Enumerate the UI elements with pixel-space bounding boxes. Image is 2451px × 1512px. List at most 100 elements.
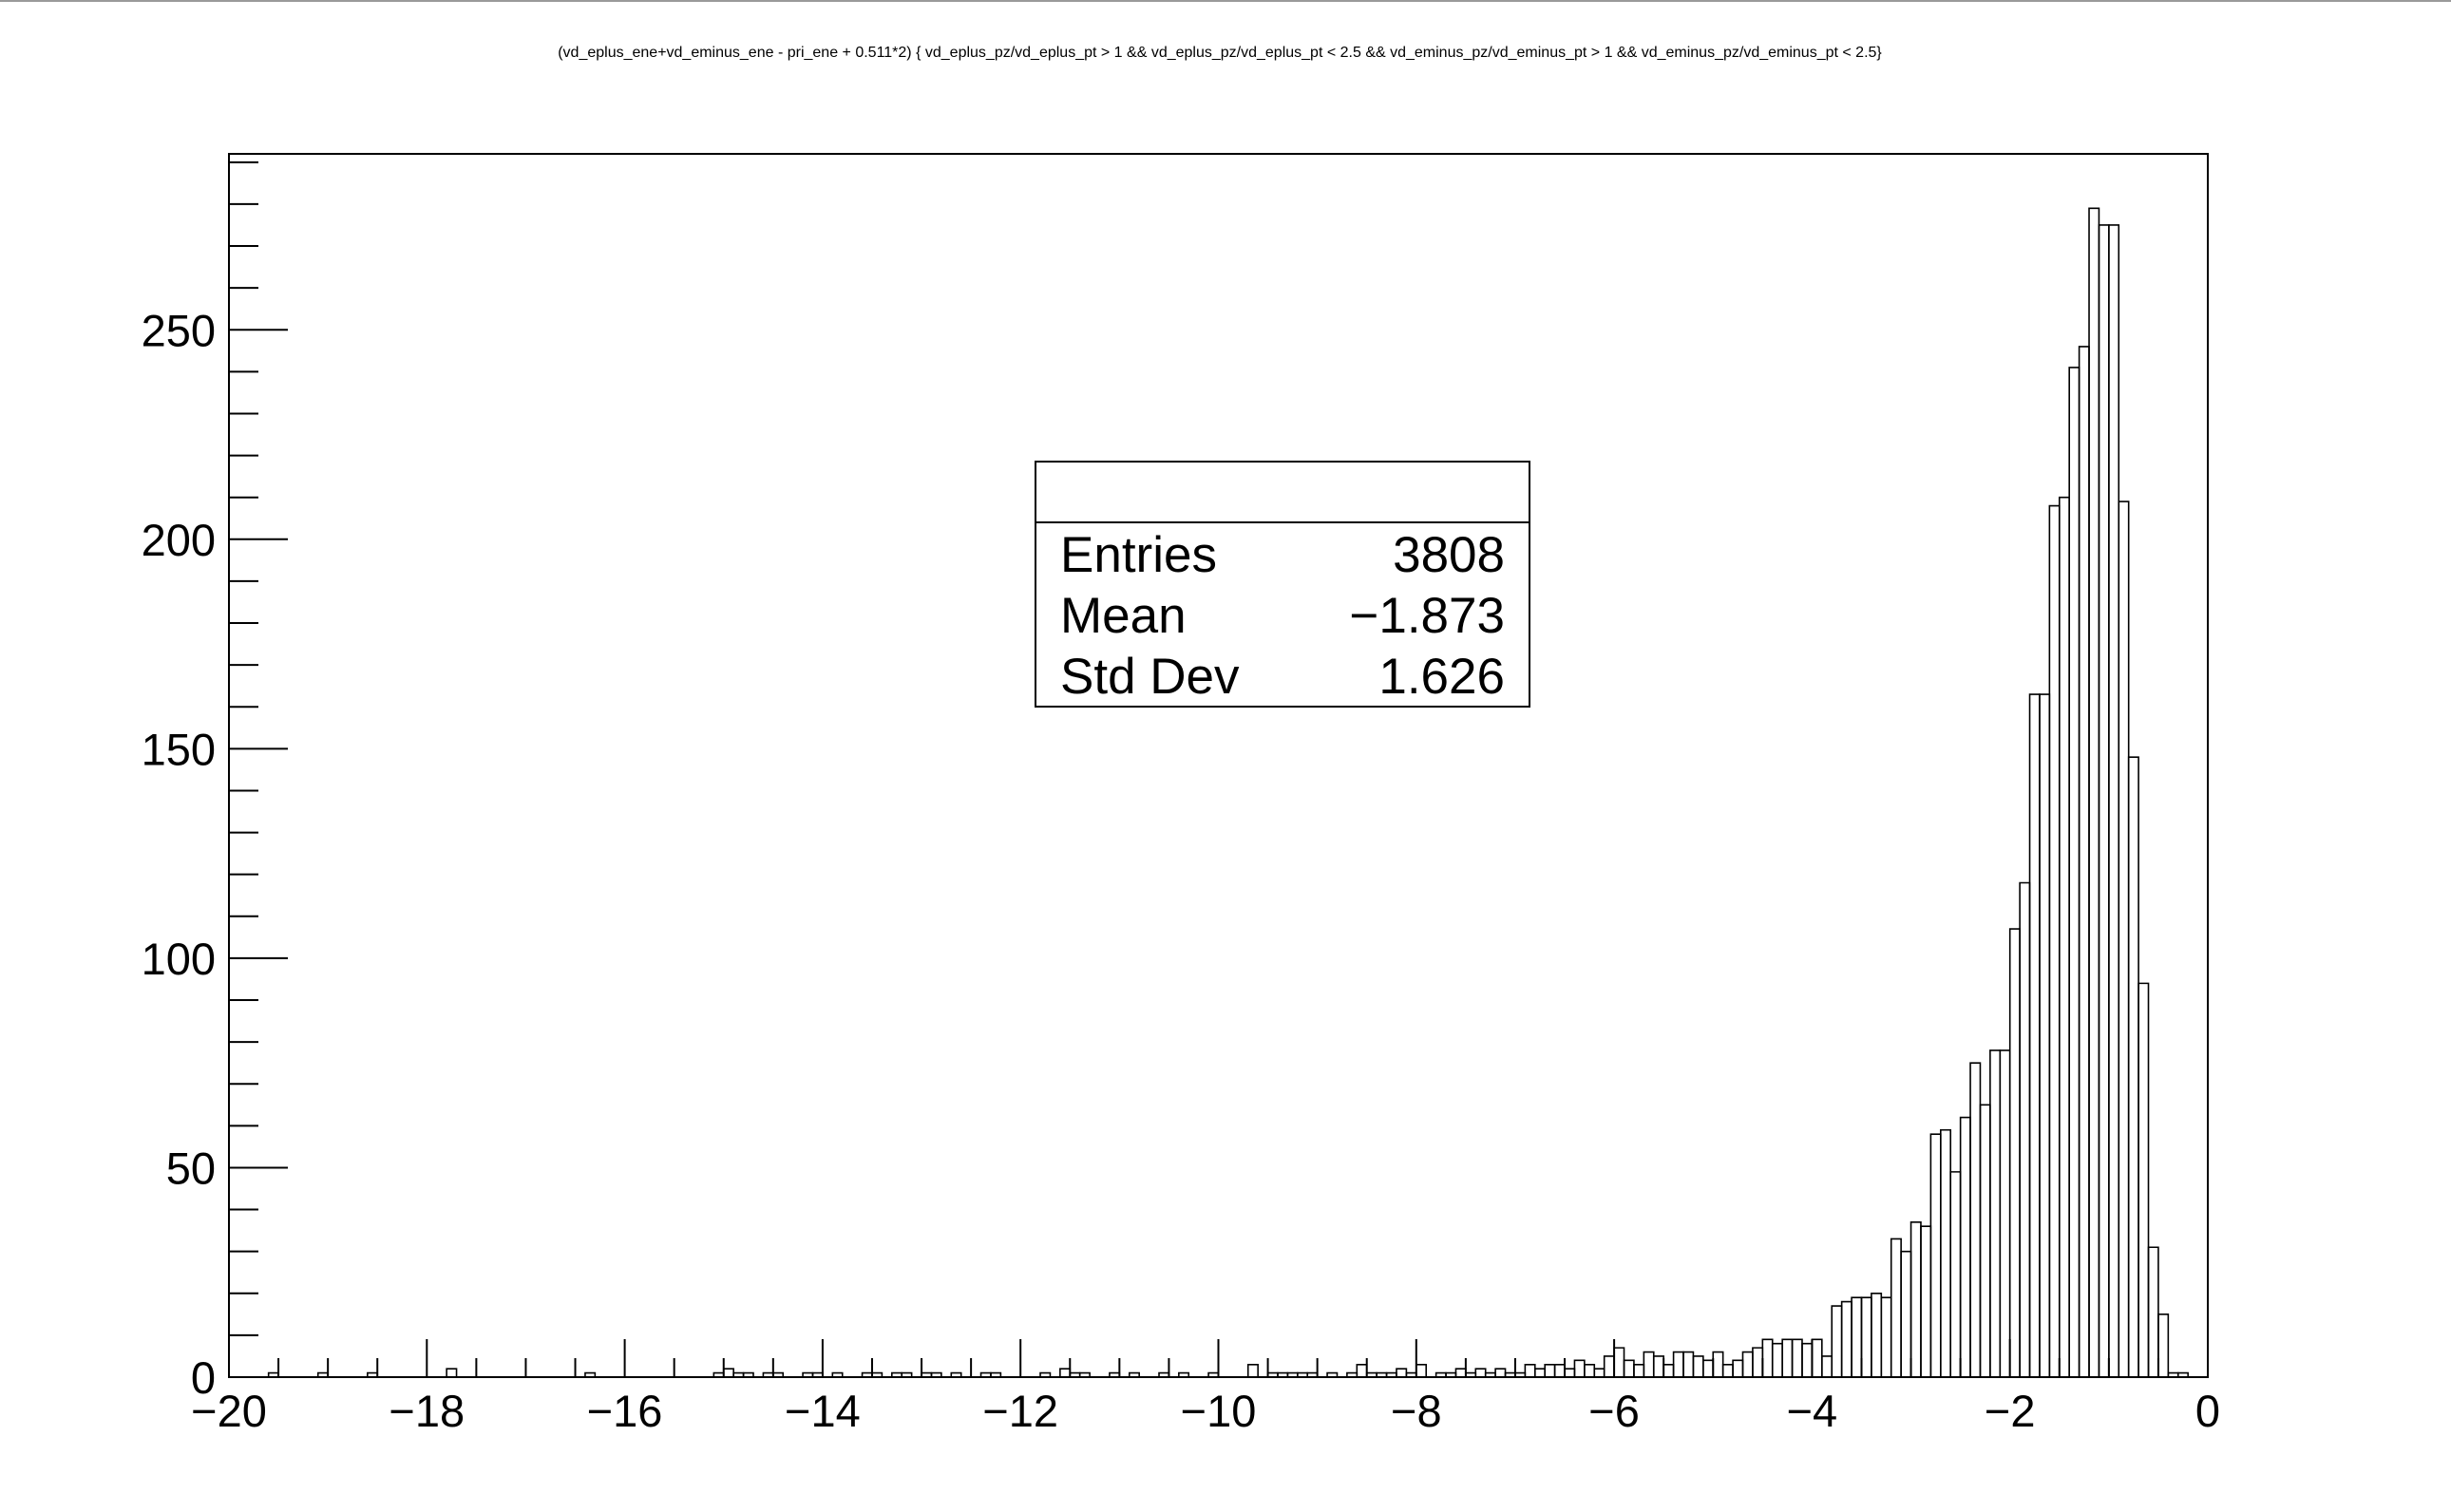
histogram-bin xyxy=(2108,224,2120,1377)
histogram-bin xyxy=(1929,1133,1942,1377)
chart-title: (vd_eplus_ene+vd_eminus_ene - pri_ene + … xyxy=(558,45,1882,61)
histogram-bin xyxy=(1416,1363,1428,1377)
histogram-bin xyxy=(1771,1342,1783,1377)
histogram-bin xyxy=(831,1371,844,1377)
y-tick-label: 150 xyxy=(142,724,216,774)
histogram-bin xyxy=(2039,693,2051,1377)
x-tick-label: −2 xyxy=(1985,1386,2036,1436)
histogram-bin xyxy=(1039,1371,1052,1377)
x-tick-label: 0 xyxy=(2195,1386,2220,1436)
histogram-bin xyxy=(1890,1238,1902,1377)
histogram-bin xyxy=(2118,501,2130,1377)
histogram-bin xyxy=(2008,928,2021,1377)
histogram-bin xyxy=(1603,1355,1615,1377)
histogram-bin xyxy=(2138,982,2150,1377)
histogram-bin xyxy=(1940,1128,1952,1377)
histogram-bin xyxy=(1721,1363,1734,1377)
histogram-bin xyxy=(1623,1359,1635,1377)
histogram-bin xyxy=(1871,1292,1883,1377)
histogram-bin xyxy=(2157,1314,2170,1377)
histogram-bin xyxy=(1564,1368,1576,1377)
histogram-bin xyxy=(1949,1171,1962,1377)
histogram-bin xyxy=(1454,1368,1467,1377)
histogram-bin xyxy=(1682,1351,1695,1377)
histogram-bin xyxy=(2127,756,2139,1377)
histogram-bin xyxy=(584,1371,597,1377)
histogram-bin xyxy=(1999,1049,2011,1377)
histogram-bin xyxy=(901,1371,913,1377)
histogram-bin xyxy=(1791,1338,1803,1377)
histogram-bin xyxy=(1246,1363,1259,1377)
histogram-bin xyxy=(1593,1368,1606,1377)
x-tick-label: −18 xyxy=(389,1386,465,1436)
plot-frame xyxy=(228,153,2209,1378)
y-tick-label: 0 xyxy=(191,1352,216,1403)
histogram-bin xyxy=(1821,1355,1834,1377)
histogram-bin xyxy=(1059,1368,1072,1377)
histogram-bin xyxy=(2176,1371,2189,1377)
stats-stddev-value: 1.626 xyxy=(1378,649,1505,705)
histogram-bin xyxy=(1396,1368,1408,1377)
histogram-bins xyxy=(267,207,2189,1377)
histogram-bin xyxy=(1584,1363,1596,1377)
x-tick-label: −8 xyxy=(1391,1386,1442,1436)
histogram-bin xyxy=(1553,1363,1566,1377)
histogram-bin xyxy=(1761,1338,1774,1377)
histogram-bin xyxy=(1524,1363,1536,1377)
histogram-bin xyxy=(1672,1351,1684,1377)
histogram-bin xyxy=(1989,1049,2002,1377)
histogram-bin xyxy=(1732,1359,1744,1377)
histogram-bin xyxy=(1533,1368,1546,1377)
histogram-bin xyxy=(2048,504,2061,1377)
histogram-bin xyxy=(2068,367,2080,1377)
x-tick-label: −10 xyxy=(1181,1386,1257,1436)
histogram-bin xyxy=(742,1371,754,1377)
x-tick-label: −6 xyxy=(1588,1386,1640,1436)
y-tick-label: 200 xyxy=(142,515,216,565)
y-tick-label: 50 xyxy=(166,1143,216,1193)
histogram-bin xyxy=(1920,1225,1932,1377)
histogram-bin xyxy=(2147,1246,2159,1377)
histogram-bin xyxy=(950,1371,962,1377)
stats-entries-value: 3808 xyxy=(1393,527,1505,583)
histogram-bin xyxy=(1860,1296,1872,1377)
histogram-bin xyxy=(1652,1355,1664,1377)
x-tick-label: −4 xyxy=(1787,1386,1838,1436)
histogram-bin xyxy=(1702,1359,1715,1377)
histogram-bin xyxy=(1741,1351,1754,1377)
histogram-bin xyxy=(1969,1062,1982,1377)
histogram-bin xyxy=(1356,1363,1368,1377)
histogram-bin xyxy=(2098,224,2110,1377)
histogram-bin xyxy=(2028,693,2041,1377)
histogram-bin xyxy=(2019,881,2031,1377)
histogram-bin xyxy=(1851,1296,1863,1377)
histogram-bin xyxy=(1752,1347,1764,1377)
x-tick-label: −12 xyxy=(982,1386,1058,1436)
stats-mean-label: Mean xyxy=(1060,588,1187,644)
histogram-bin xyxy=(722,1368,734,1377)
histogram-bin xyxy=(1910,1220,1922,1377)
histogram-bin xyxy=(446,1368,458,1377)
histogram-bin xyxy=(1633,1363,1645,1377)
histogram-bin xyxy=(1544,1363,1556,1377)
histogram-bin xyxy=(1494,1368,1507,1377)
histogram-bin xyxy=(1840,1300,1852,1377)
histogram-bin xyxy=(1900,1250,1912,1377)
histogram-bin xyxy=(1128,1371,1140,1377)
window-top-border xyxy=(0,0,2451,2)
x-tick-label: −20 xyxy=(191,1386,267,1436)
y-tick-label: 100 xyxy=(142,934,216,984)
histogram-bin xyxy=(1781,1338,1794,1377)
stats-box: Entries 3808 Mean −1.873 Std Dev 1.626 xyxy=(1035,461,1530,708)
histogram-bin xyxy=(1979,1104,1991,1377)
histogram-bin xyxy=(1831,1305,1843,1377)
histogram-bin xyxy=(1959,1116,1971,1377)
y-tick-label: 250 xyxy=(142,305,216,355)
histogram-bin xyxy=(1692,1355,1704,1377)
stats-stddev-label: Std Dev xyxy=(1060,649,1240,705)
x-tick-label: −14 xyxy=(785,1386,861,1436)
stats-box-frame xyxy=(1035,461,1530,708)
histogram-bin xyxy=(1811,1338,1823,1377)
histogram-bin xyxy=(1474,1368,1487,1377)
